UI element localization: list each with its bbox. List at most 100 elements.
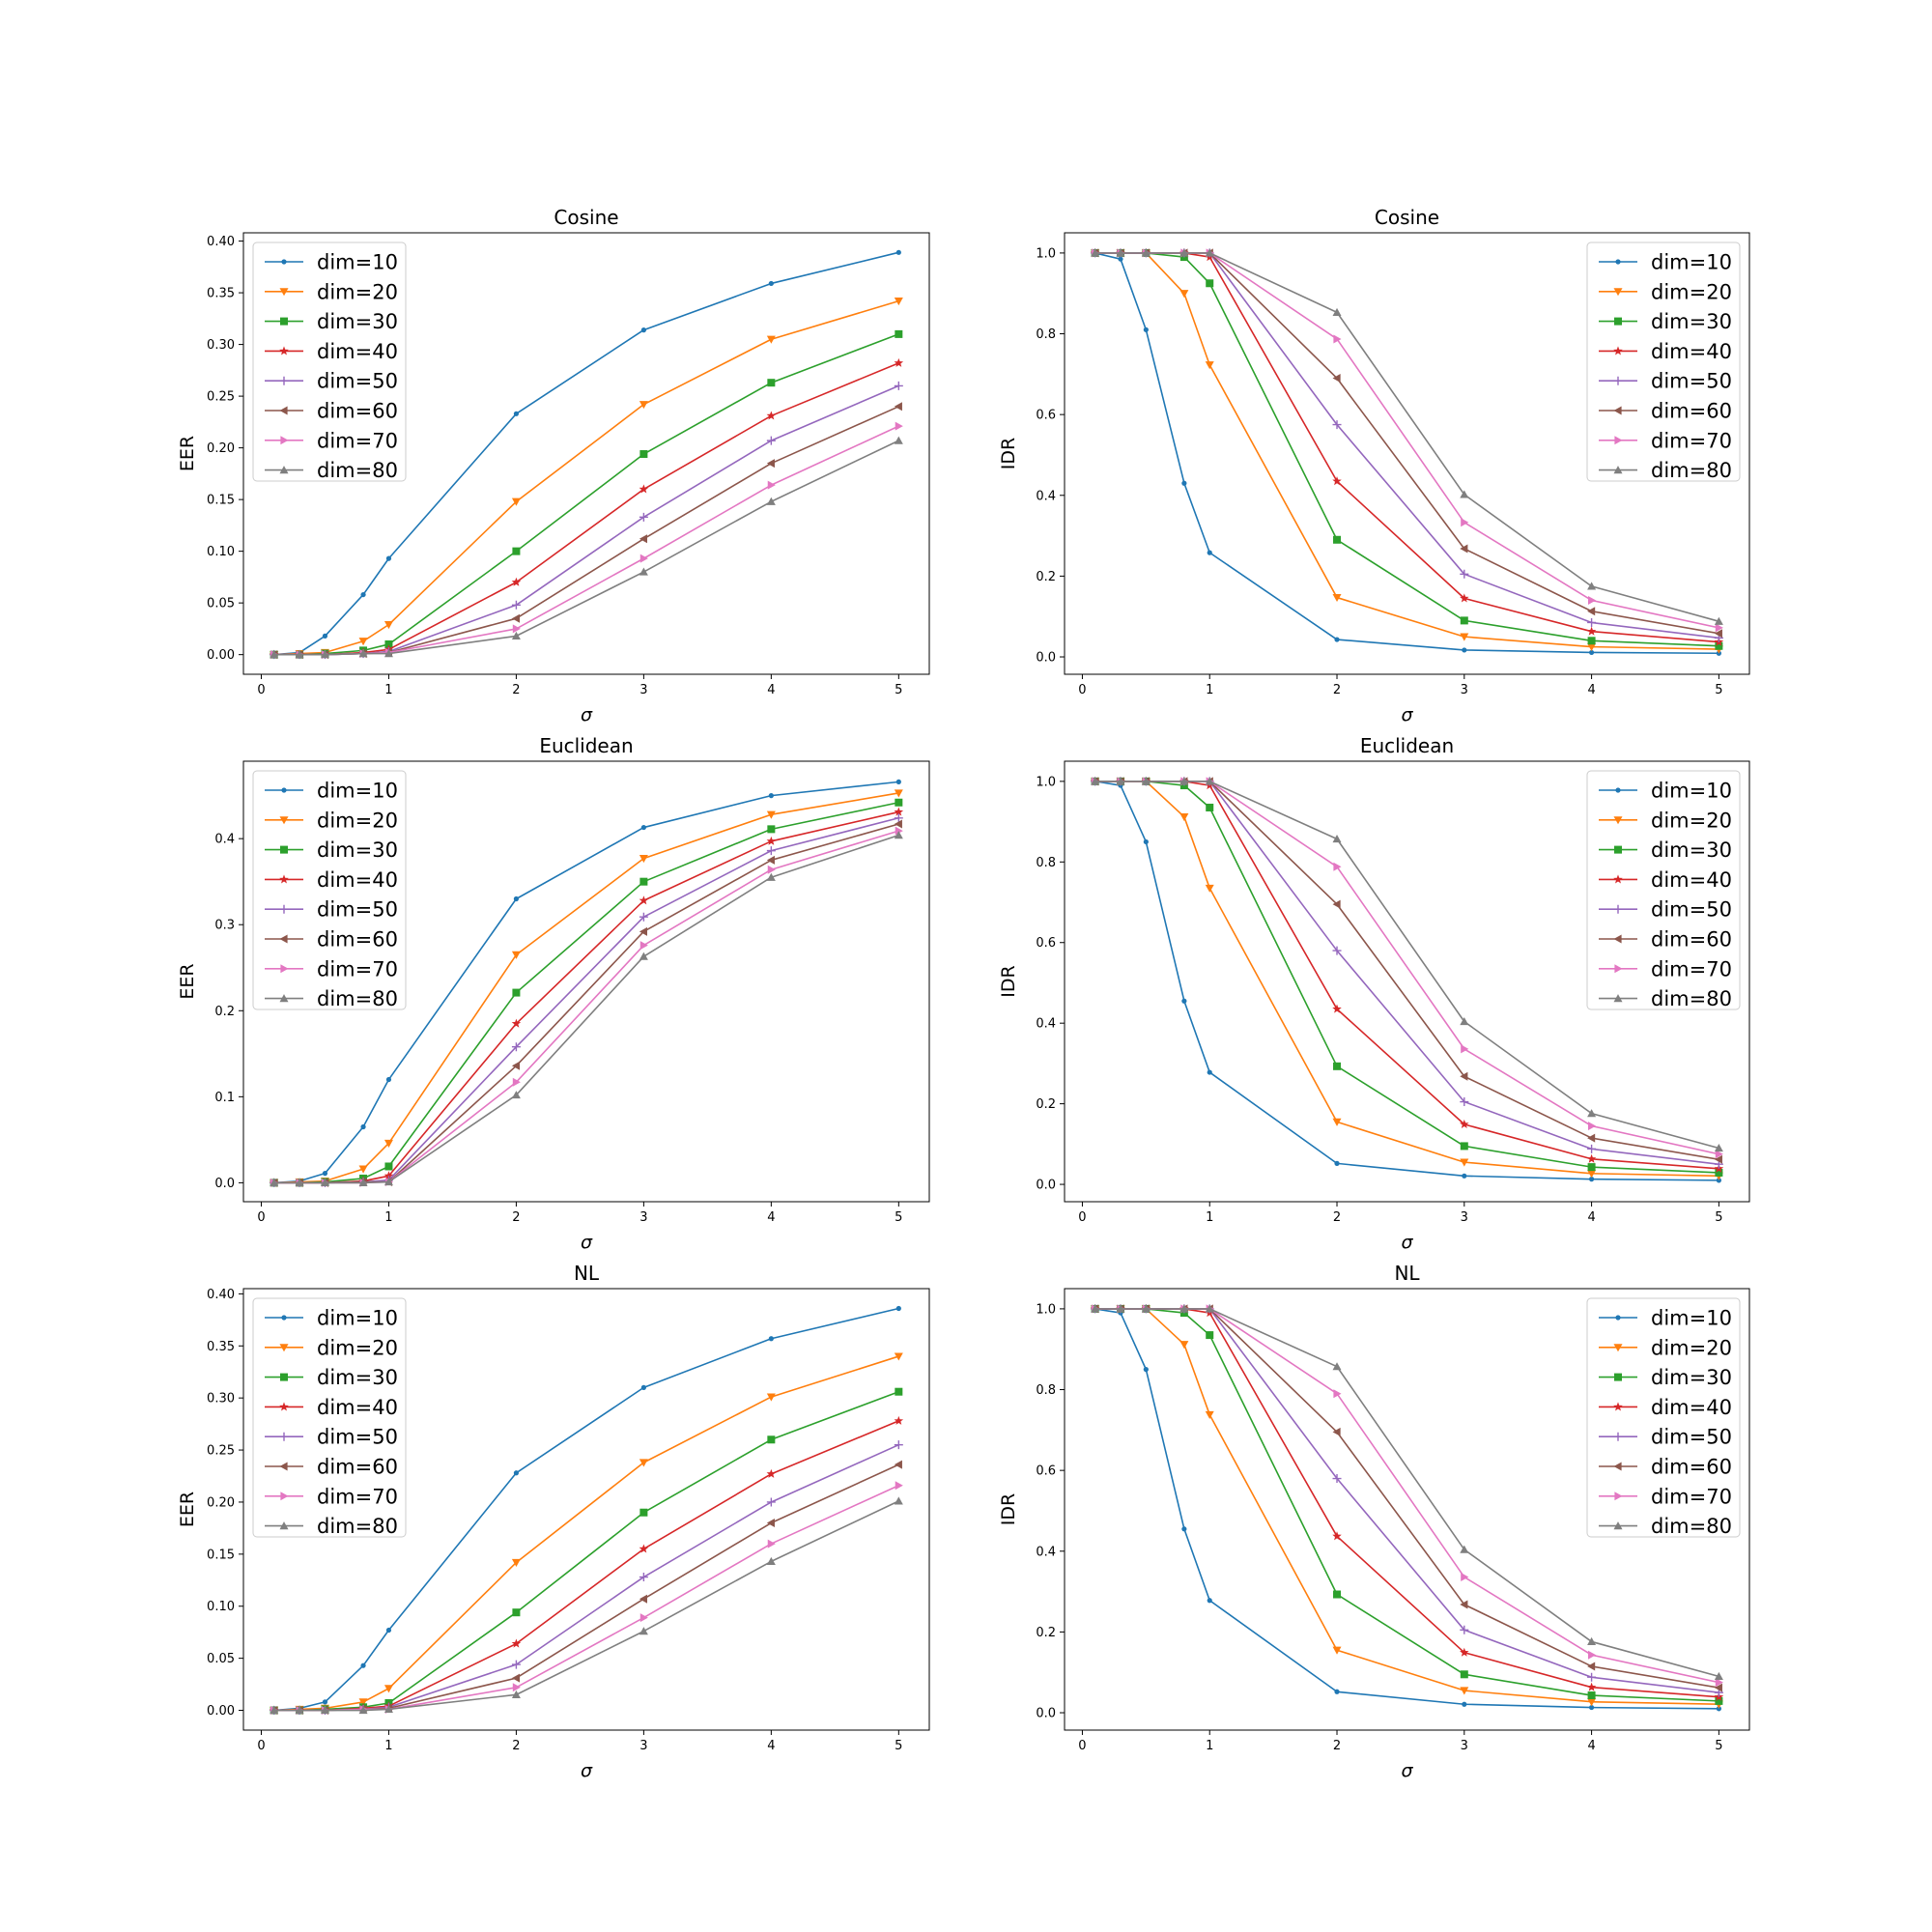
legend-marker (281, 259, 287, 265)
legend-box (252, 242, 407, 482)
legend-marker (279, 994, 289, 1003)
data-point (766, 872, 776, 881)
data-point (894, 831, 903, 839)
data-point (1141, 1304, 1151, 1313)
legend-label: dim=40 (317, 340, 398, 363)
data-point (766, 436, 776, 445)
data-point (639, 941, 648, 951)
data-point (1587, 1144, 1597, 1153)
data-point (1206, 1331, 1214, 1340)
data-point (1714, 1154, 1722, 1164)
legend-label: dim=70 (317, 429, 398, 452)
data-point (640, 1384, 646, 1390)
data-point (639, 401, 648, 410)
data-point (384, 639, 393, 648)
legend-marker (279, 346, 289, 355)
legend-item: dim=10 (1599, 1307, 1732, 1330)
data-point (768, 793, 774, 799)
data-point (767, 379, 776, 387)
legend-marker (1614, 1373, 1622, 1381)
data-point (1714, 629, 1722, 639)
legend-item: dim=80 (265, 987, 398, 1010)
legend-item: dim=40 (265, 340, 398, 363)
data-point (1715, 1696, 1723, 1705)
data-point (1587, 1636, 1597, 1646)
legend-item: dim=30 (265, 1366, 398, 1389)
data-point (1587, 1170, 1597, 1179)
data-point (1715, 1168, 1723, 1177)
y-tick-label: 0.2 (1036, 570, 1056, 584)
x-tick-label: 2 (512, 683, 520, 697)
data-point (895, 779, 901, 784)
legend-item: dim=20 (1599, 809, 1732, 832)
y-tick-label: 0.2 (214, 1005, 235, 1019)
data-point (322, 633, 328, 639)
legend-item: dim=10 (265, 251, 398, 274)
series-dim=80 (270, 1496, 903, 1715)
data-point (639, 1573, 648, 1582)
data-point (1207, 550, 1212, 555)
chart-title: Cosine (554, 206, 618, 229)
data-point (1587, 1650, 1597, 1660)
data-point (1460, 1017, 1469, 1026)
data-point (1332, 476, 1342, 486)
plot-frame (1064, 232, 1750, 675)
data-point (766, 810, 776, 819)
series-dim=80 (1091, 248, 1723, 625)
data-point (1332, 946, 1342, 955)
legend-marker (1613, 934, 1622, 944)
data-point (894, 298, 903, 306)
data-point (767, 825, 776, 834)
data-point (894, 357, 904, 367)
legend-item: dim=20 (265, 809, 398, 832)
data-point (511, 951, 521, 959)
legend-label: dim=60 (317, 1456, 398, 1479)
data-point (1460, 490, 1469, 498)
chart-panel-4: Euclidean 0 1 2 3 4 5 0.0 0.2 0.4 0.6 0.8 1.0 σ IDR dim… (998, 734, 1750, 1253)
legend-item: dim=70 (1599, 1485, 1732, 1508)
legend-item: dim=50 (265, 1426, 398, 1449)
data-point (1460, 1119, 1469, 1128)
legend-label: dim=60 (317, 400, 398, 423)
data-point (1587, 617, 1597, 627)
y-tick-label: 0.3 (214, 919, 235, 933)
legend-box (252, 770, 407, 1010)
data-point (511, 577, 522, 586)
legend-label: dim=10 (317, 251, 398, 274)
data-point (384, 1178, 393, 1186)
data-point (894, 1496, 903, 1505)
legend: dim=10 dim=20 dim=30 dim=40 dim=50 dim=60 dim=… (252, 1297, 407, 1538)
data-point (358, 649, 368, 658)
data-point (1587, 642, 1597, 652)
data-point (766, 335, 776, 344)
y-tick-label: 0.15 (207, 494, 235, 508)
data-point (639, 534, 647, 544)
x-axis-label: σ (1401, 1760, 1413, 1781)
y-tick-label: 0.35 (207, 1340, 235, 1354)
data-point (895, 1305, 901, 1312)
chart-panel-3: Euclidean 0 1 2 3 4 5 0.0 0.1 0.2 0.3 0.4 σ EER dim=10… (177, 734, 930, 1253)
data-point (1460, 1158, 1469, 1167)
legend-label: dim=30 (1651, 838, 1732, 862)
legend-marker (279, 874, 289, 884)
data-point (766, 497, 776, 505)
legend-marker (281, 1315, 287, 1321)
legend-label: dim=60 (1651, 1456, 1732, 1479)
data-point (639, 1544, 649, 1553)
legend-label: dim=30 (1651, 1366, 1732, 1389)
data-point (1207, 1598, 1212, 1604)
data-point (1206, 803, 1214, 811)
data-point (1462, 1173, 1467, 1179)
series-dim=10 (1093, 779, 1721, 1183)
legend-item: dim=60 (265, 928, 398, 952)
data-point (1586, 626, 1597, 636)
x-tick-label: 1 (1206, 1210, 1213, 1225)
data-point (511, 1660, 521, 1669)
data-point (270, 1706, 279, 1715)
chart-title: Cosine (1375, 206, 1439, 229)
y-tick-label: 0.4 (214, 833, 235, 847)
x-tick-label: 3 (639, 1739, 647, 1753)
legend-marker (280, 845, 288, 854)
data-point (1460, 633, 1469, 641)
y-axis-label: EER (177, 436, 198, 471)
